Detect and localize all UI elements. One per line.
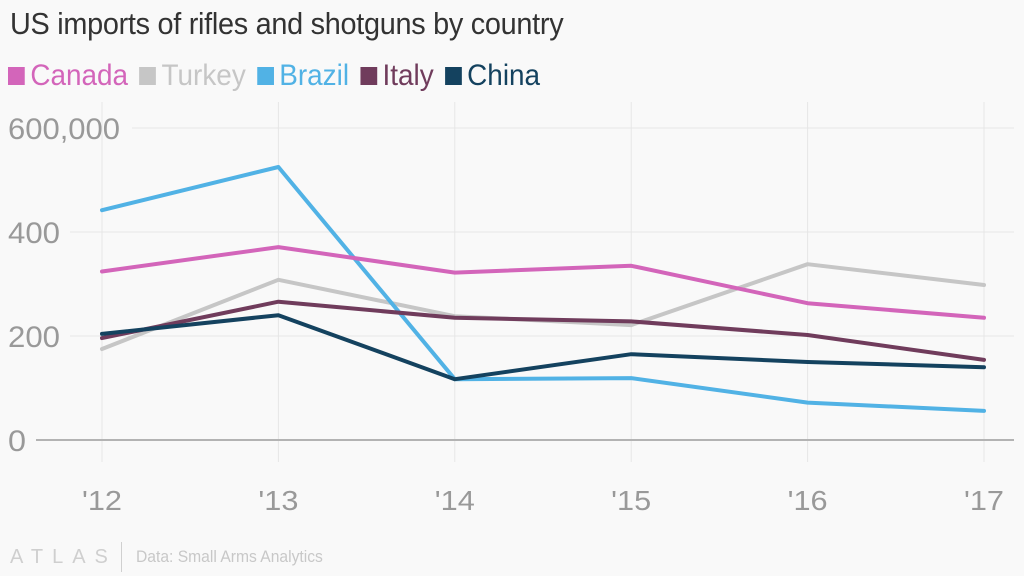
legend-label-turkey: Turkey bbox=[161, 59, 246, 92]
legend-label-canada: Canada bbox=[30, 59, 129, 92]
series-line-italy bbox=[100, 299, 986, 362]
y-tick-label: 200 bbox=[8, 321, 60, 354]
legend-swatch-brazil bbox=[256, 67, 274, 85]
x-tick-label: '17 bbox=[964, 485, 1004, 516]
atlas-logo: ATLAS bbox=[10, 545, 117, 568]
legend-item-brazil: Brazil bbox=[256, 58, 350, 94]
legend-swatch-turkey bbox=[139, 67, 156, 85]
series-line-canada bbox=[100, 245, 986, 320]
y-tick-label: 600,000 bbox=[8, 113, 120, 146]
legend-item-italy: Italy bbox=[360, 58, 434, 94]
legend-label-italy: Italy bbox=[382, 59, 434, 92]
series-lines bbox=[100, 165, 986, 413]
y-gridlines bbox=[36, 127, 1014, 441]
footer: ATLAS Data: Small Arms Analytics bbox=[10, 542, 339, 572]
x-axis-ticks: '12 '13 '14 '15 '16 '17 bbox=[82, 485, 1004, 516]
x-tick-label: '16 bbox=[788, 485, 828, 516]
x-tick-label: '14 bbox=[435, 485, 475, 516]
y-tick-label: 400 bbox=[8, 217, 60, 250]
legend-swatch-canada bbox=[8, 67, 25, 85]
x-tick-label: '12 bbox=[82, 485, 122, 516]
x-tick-label: '15 bbox=[611, 485, 651, 516]
legend-item-china: China bbox=[444, 58, 541, 94]
series-line-brazil bbox=[100, 165, 986, 413]
footer-divider bbox=[120, 542, 122, 572]
data-source: Data: Small Arms Analytics bbox=[135, 547, 323, 566]
x-tick-label: '13 bbox=[258, 485, 298, 516]
legend-label-brazil: Brazil bbox=[279, 59, 350, 92]
legend-label-china: China bbox=[467, 59, 541, 92]
x-gridlines bbox=[101, 102, 985, 462]
legend: Canada Turkey Brazil Italy China bbox=[8, 58, 551, 94]
legend-item-turkey: Turkey bbox=[139, 58, 246, 94]
legend-item-canada: Canada bbox=[8, 58, 128, 94]
legend-swatch-italy bbox=[360, 67, 377, 85]
y-tick-label: 0 bbox=[8, 425, 26, 458]
chart-title: US imports of rifles and shotguns by cou… bbox=[10, 6, 564, 41]
y-axis-ticks: 0 200 400 600,000 bbox=[8, 113, 120, 458]
series-line-china bbox=[100, 313, 986, 382]
legend-swatch-china bbox=[444, 67, 462, 85]
